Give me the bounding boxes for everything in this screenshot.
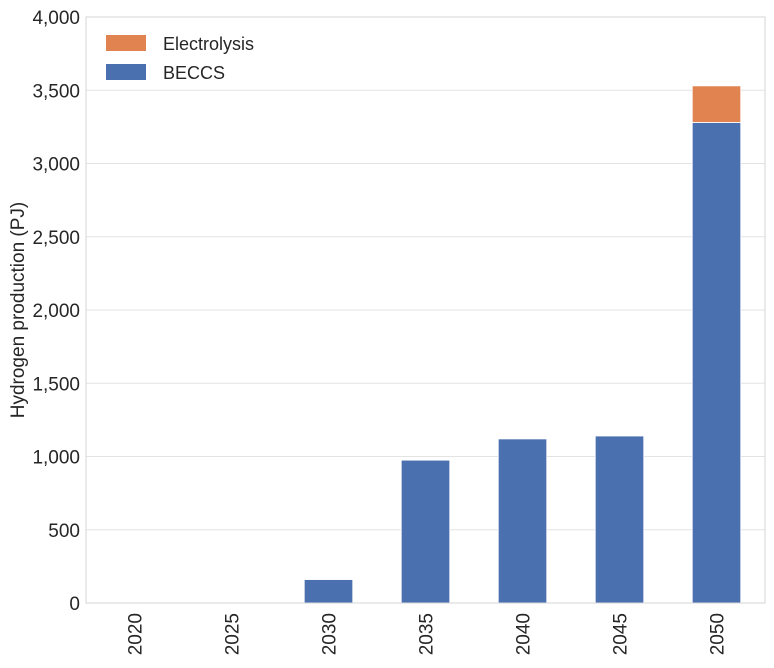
y-tick-labels: 0 500 1,000 1,500 2,000 2,500 3,000 3,500 4,000 [32, 8, 80, 615]
y-axis-title: Hydrogen production (PJ) [8, 202, 29, 419]
x-tick-label: 2050 [708, 613, 729, 655]
x-tick-label: 2045 [611, 613, 632, 655]
y-tick-label: 3,500 [32, 81, 80, 102]
y-tick-label: 500 [48, 521, 80, 542]
bar-beccs-2040 [497, 438, 548, 604]
x-tick-label: 2025 [223, 613, 244, 655]
legend: Electrolysis BECCS [106, 34, 254, 83]
bar-electrolysis-2050 [691, 85, 742, 123]
y-tick-label: 1,000 [32, 448, 80, 469]
x-tick-label: 2030 [320, 613, 341, 655]
bar-beccs-2050 [691, 122, 742, 604]
x-tick-label: 2040 [514, 613, 535, 655]
bar-beccs-2045 [594, 435, 645, 604]
y-tick-label: 1,500 [32, 374, 80, 395]
legend-swatch-beccs [106, 64, 146, 80]
x-tick-labels: 2020 2025 2030 2035 2040 2045 2050 [126, 613, 729, 655]
plot-frame [85, 16, 766, 604]
bar-beccs-2030 [303, 579, 354, 604]
y-tick-label: 3,000 [32, 155, 80, 176]
y-tick-label: 2,000 [32, 301, 80, 322]
bars [303, 85, 742, 604]
y-tick-label: 2,500 [32, 228, 80, 249]
y-tick-label: 4,000 [32, 8, 80, 29]
legend-label-electrolysis: Electrolysis [163, 34, 254, 54]
x-tick-label: 2020 [126, 613, 147, 655]
bar-beccs-2035 [400, 459, 451, 604]
legend-label-beccs: BECCS [163, 63, 225, 83]
legend-swatch-electrolysis [106, 35, 146, 51]
y-tick-label: 0 [69, 594, 80, 615]
x-tick-label: 2035 [417, 613, 438, 655]
